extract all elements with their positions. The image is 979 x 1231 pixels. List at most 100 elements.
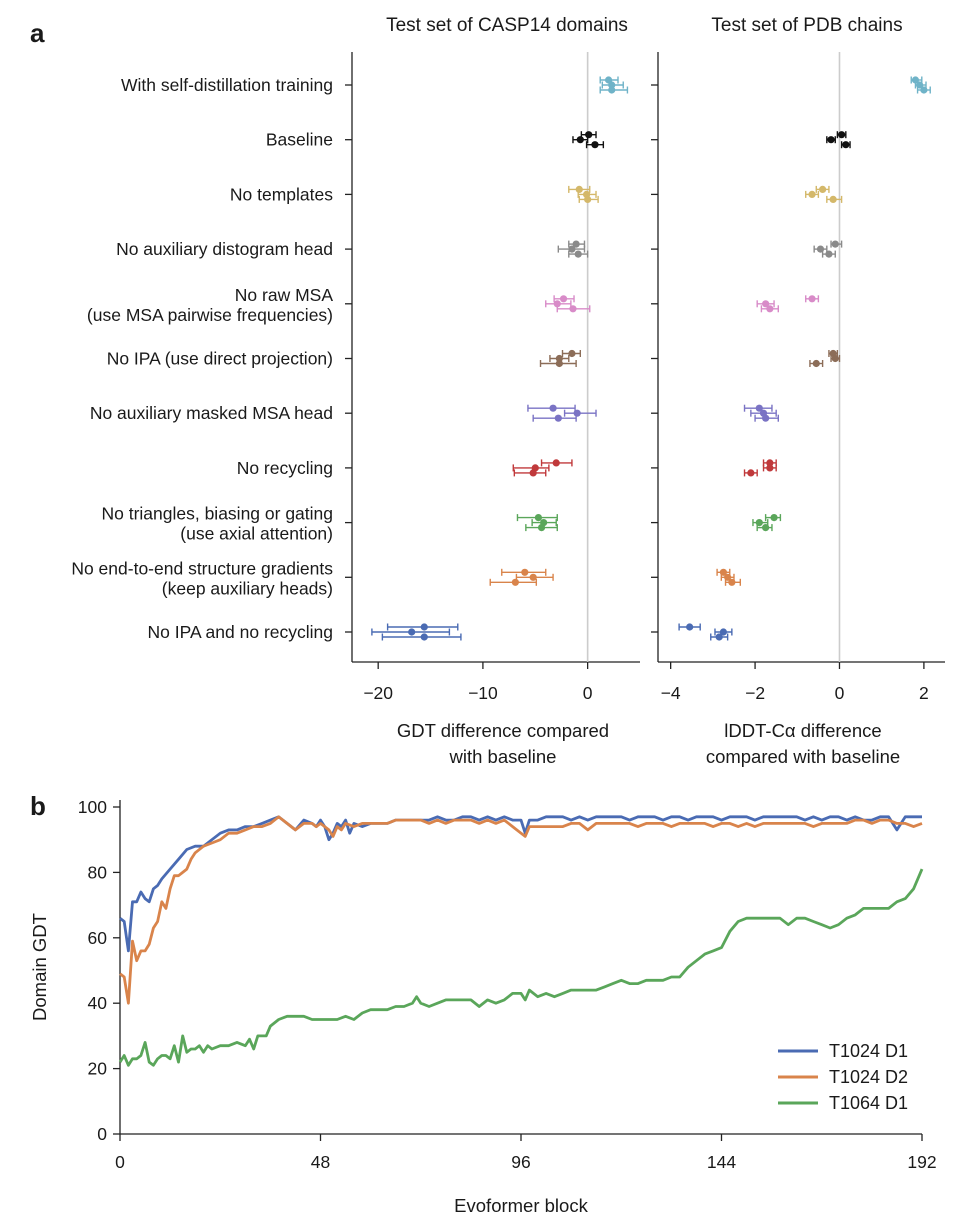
casp14-x-axis-label-line2: with baseline <box>449 746 557 767</box>
casp14-point <box>608 86 616 94</box>
pdb-point <box>766 305 774 313</box>
ablation-row-label: No recycling <box>237 458 333 478</box>
casp14-point <box>555 359 563 368</box>
casp14-point <box>555 354 563 363</box>
series-line-t1064-d1 <box>118 868 924 1067</box>
casp14-point <box>529 469 537 477</box>
casp14-point <box>568 245 576 253</box>
pdb-point <box>920 86 928 94</box>
pdb-point <box>770 514 778 522</box>
pdb-x-tick-label: −4 <box>661 683 681 703</box>
ablation-row-label: (use axial attention) <box>180 524 333 544</box>
casp14-point <box>420 623 428 631</box>
casp14-point <box>420 633 428 641</box>
casp14-point <box>534 514 543 522</box>
ablation-row-label: No triangles, biasing or gating <box>101 504 333 524</box>
gdt-y-tick-label: 80 <box>88 862 108 882</box>
gdt-y-axis-label: Domain GDT <box>29 913 50 1021</box>
pdb-point <box>762 524 770 532</box>
pdb-point <box>686 623 694 631</box>
pdb-point <box>837 131 846 139</box>
casp14-point <box>554 414 562 422</box>
pdb-x-tick-label: 0 <box>835 683 845 703</box>
casp14-point <box>529 573 537 581</box>
pdb-point <box>825 250 833 258</box>
pdb-point <box>762 414 770 422</box>
gdt-x-tick-label: 0 <box>115 1152 125 1172</box>
casp14-point <box>549 404 557 412</box>
ablation-row-label: No auxiliary masked MSA head <box>90 403 333 423</box>
pdb-point <box>819 185 827 193</box>
pdb-point <box>808 190 816 198</box>
casp14-point <box>573 409 581 417</box>
gdt-x-tick-label: 192 <box>907 1152 936 1172</box>
pdb-x-tick-label: −2 <box>745 683 765 703</box>
gdt-x-tick-label: 144 <box>707 1152 736 1172</box>
pdb-point <box>719 628 728 636</box>
casp14-x-tick-label: −20 <box>363 683 393 703</box>
casp14-point <box>511 578 519 586</box>
series-line-t1024-d2 <box>119 815 923 1005</box>
pdb-point <box>812 359 820 368</box>
ablation-row-label: No end-to-end structure gradients <box>71 558 333 578</box>
gdt-x-tick-label: 48 <box>311 1152 330 1172</box>
pdb-point <box>766 464 774 472</box>
pdb-point <box>747 469 755 477</box>
casp14-point <box>576 136 584 144</box>
casp14-point <box>569 305 577 313</box>
gdt-x-axis-label: Evoformer block <box>454 1195 588 1216</box>
casp14-gdt-plot: −20 −10 0 With self-distillation training B… <box>71 52 640 767</box>
legend-label: T1064 D1 <box>829 1093 908 1113</box>
casp14-point <box>521 568 529 576</box>
pdb-point <box>755 404 763 412</box>
ablation-row-label: Baseline <box>266 130 333 150</box>
casp14-point <box>574 250 582 258</box>
pdb-x-tick-label: 2 <box>919 683 929 703</box>
gdt-y-tick-label: 20 <box>88 1059 108 1079</box>
pdb-point <box>766 459 774 467</box>
casp14-point <box>608 81 616 89</box>
legend-label: T1024 D2 <box>829 1067 908 1087</box>
casp14-point <box>408 628 416 636</box>
pdb-point <box>808 295 816 303</box>
ablation-row-label: (use MSA pairwise frequencies) <box>87 305 333 325</box>
casp14-point <box>553 300 561 308</box>
ablation-row-label: No templates <box>230 184 333 204</box>
casp14-x-tick-label: −10 <box>468 683 498 703</box>
gdt-x-tick-label: 96 <box>511 1152 530 1172</box>
ablation-row-label: No raw MSA <box>235 285 334 305</box>
pdb-point <box>831 240 839 248</box>
ablation-row-label: No IPA and no recycling <box>148 622 333 642</box>
series-line-t1024-d1 <box>119 815 922 953</box>
casp14-point <box>537 524 546 532</box>
casp14-point <box>591 141 599 149</box>
legend: T1024 D1 T1024 D2 T1064 D1 <box>778 1041 908 1113</box>
panel-label-a: a <box>30 18 45 48</box>
casp14-x-axis-label-line1: GDT difference compared <box>397 720 609 741</box>
casp14-point <box>568 349 576 358</box>
pdb-point <box>715 633 723 641</box>
pdb-point <box>831 354 839 363</box>
pdb-x-axis-label-line2: compared with baseline <box>706 746 900 767</box>
casp14-panel-title: Test set of CASP14 domains <box>386 15 628 36</box>
gdt-y-tick-label: 0 <box>97 1124 107 1144</box>
casp14-point <box>575 185 583 193</box>
pdb-point <box>762 300 770 308</box>
casp14-x-tick-label: 0 <box>583 683 593 703</box>
pdb-point <box>827 136 835 144</box>
legend-label: T1024 D1 <box>829 1041 908 1061</box>
pdb-point <box>911 76 920 84</box>
pdb-lddt-plot: −4 −2 0 2 lDDT-Cα difference compared with … <box>651 52 945 767</box>
casp14-point <box>559 295 568 303</box>
gdt-y-tick-label: 40 <box>88 993 108 1013</box>
ablation-row-label: No auxiliary distogram head <box>116 239 333 259</box>
gdt-y-tick-label: 60 <box>88 928 108 948</box>
casp14-point <box>552 459 560 467</box>
ablation-row-label: (keep auxiliary heads) <box>162 578 333 598</box>
casp14-point <box>572 240 580 248</box>
ablation-row-label: With self-distillation training <box>121 75 333 95</box>
pdb-point <box>842 141 850 149</box>
panel-label-b: b <box>30 791 46 821</box>
